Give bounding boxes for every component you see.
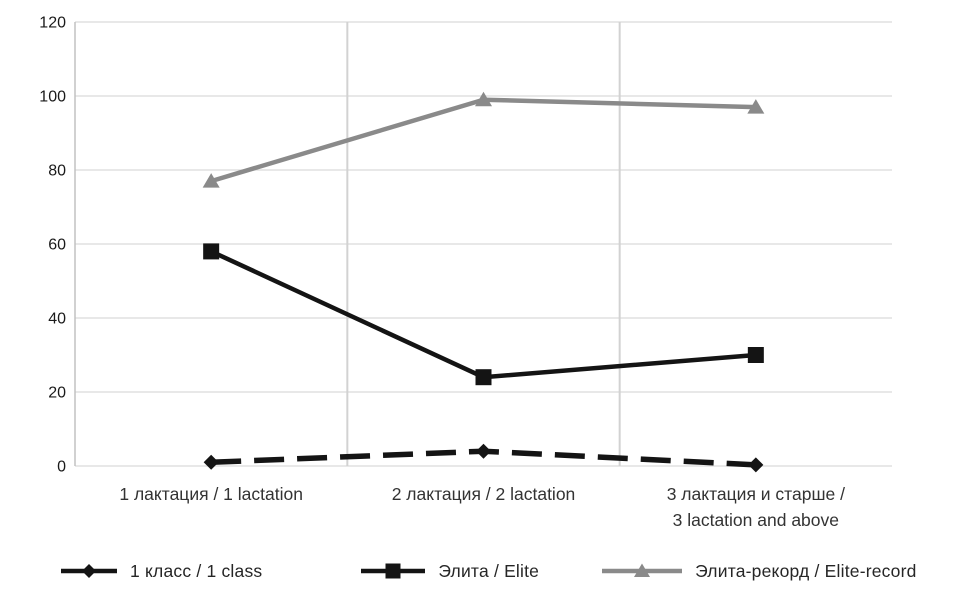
triangle-data-marker [747,99,765,114]
series-line-square [210,249,757,380]
legend-label: Элита-рекорд / Elite-record [695,560,917,581]
legend-item-elite: Элита / Elite [360,561,539,582]
y-tick-label: 20 [48,385,66,402]
y-tick-label: 40 [48,311,66,328]
triangle-data-marker [475,91,492,107]
series-line-triangle [210,97,756,184]
diamond-data-marker [203,454,219,470]
diamond-legend-marker [82,564,96,578]
diamond-data-marker [476,443,491,459]
diamond-data-marker [748,457,764,473]
y-tick-label: 0 [57,459,66,476]
y-tick-label: 100 [39,89,66,106]
triangle-data-marker [202,173,220,188]
solid-line-square-marker-icon [360,561,426,581]
chart-legend: 1 класс / 1 class Элита / Elite Элита-ре… [0,551,963,591]
y-tick-label: 80 [48,163,66,180]
y-tick-label: 60 [48,237,66,254]
square-data-marker [747,347,764,363]
legend-label: Элита / Elite [438,560,540,581]
legend-item-elite-record: Элита-рекорд / Elite-record [601,561,916,582]
chart-canvas: 0 20 40 60 80 100 120 1 лактация / 1 lactation 2… [39,15,892,530]
x-category-label: 2 лактация / 2 lactation [392,484,576,504]
x-category-label: 1 лактация / 1 lactation [119,484,303,504]
dashed-line-diamond-marker-icon [60,561,118,581]
square-data-marker [475,369,492,386]
x-category-label: 3 лактация и старше /3 lactation and abo… [667,484,845,530]
y-tick-label: 120 [39,15,66,32]
triangle-legend-marker [634,563,651,577]
solid-line-triangle-marker-icon [601,561,683,581]
legend-item-1-class: 1 класс / 1 class [60,561,262,582]
square-data-marker [203,243,220,260]
square-legend-marker [385,563,401,579]
legend-label: 1 класс / 1 class [130,560,263,581]
